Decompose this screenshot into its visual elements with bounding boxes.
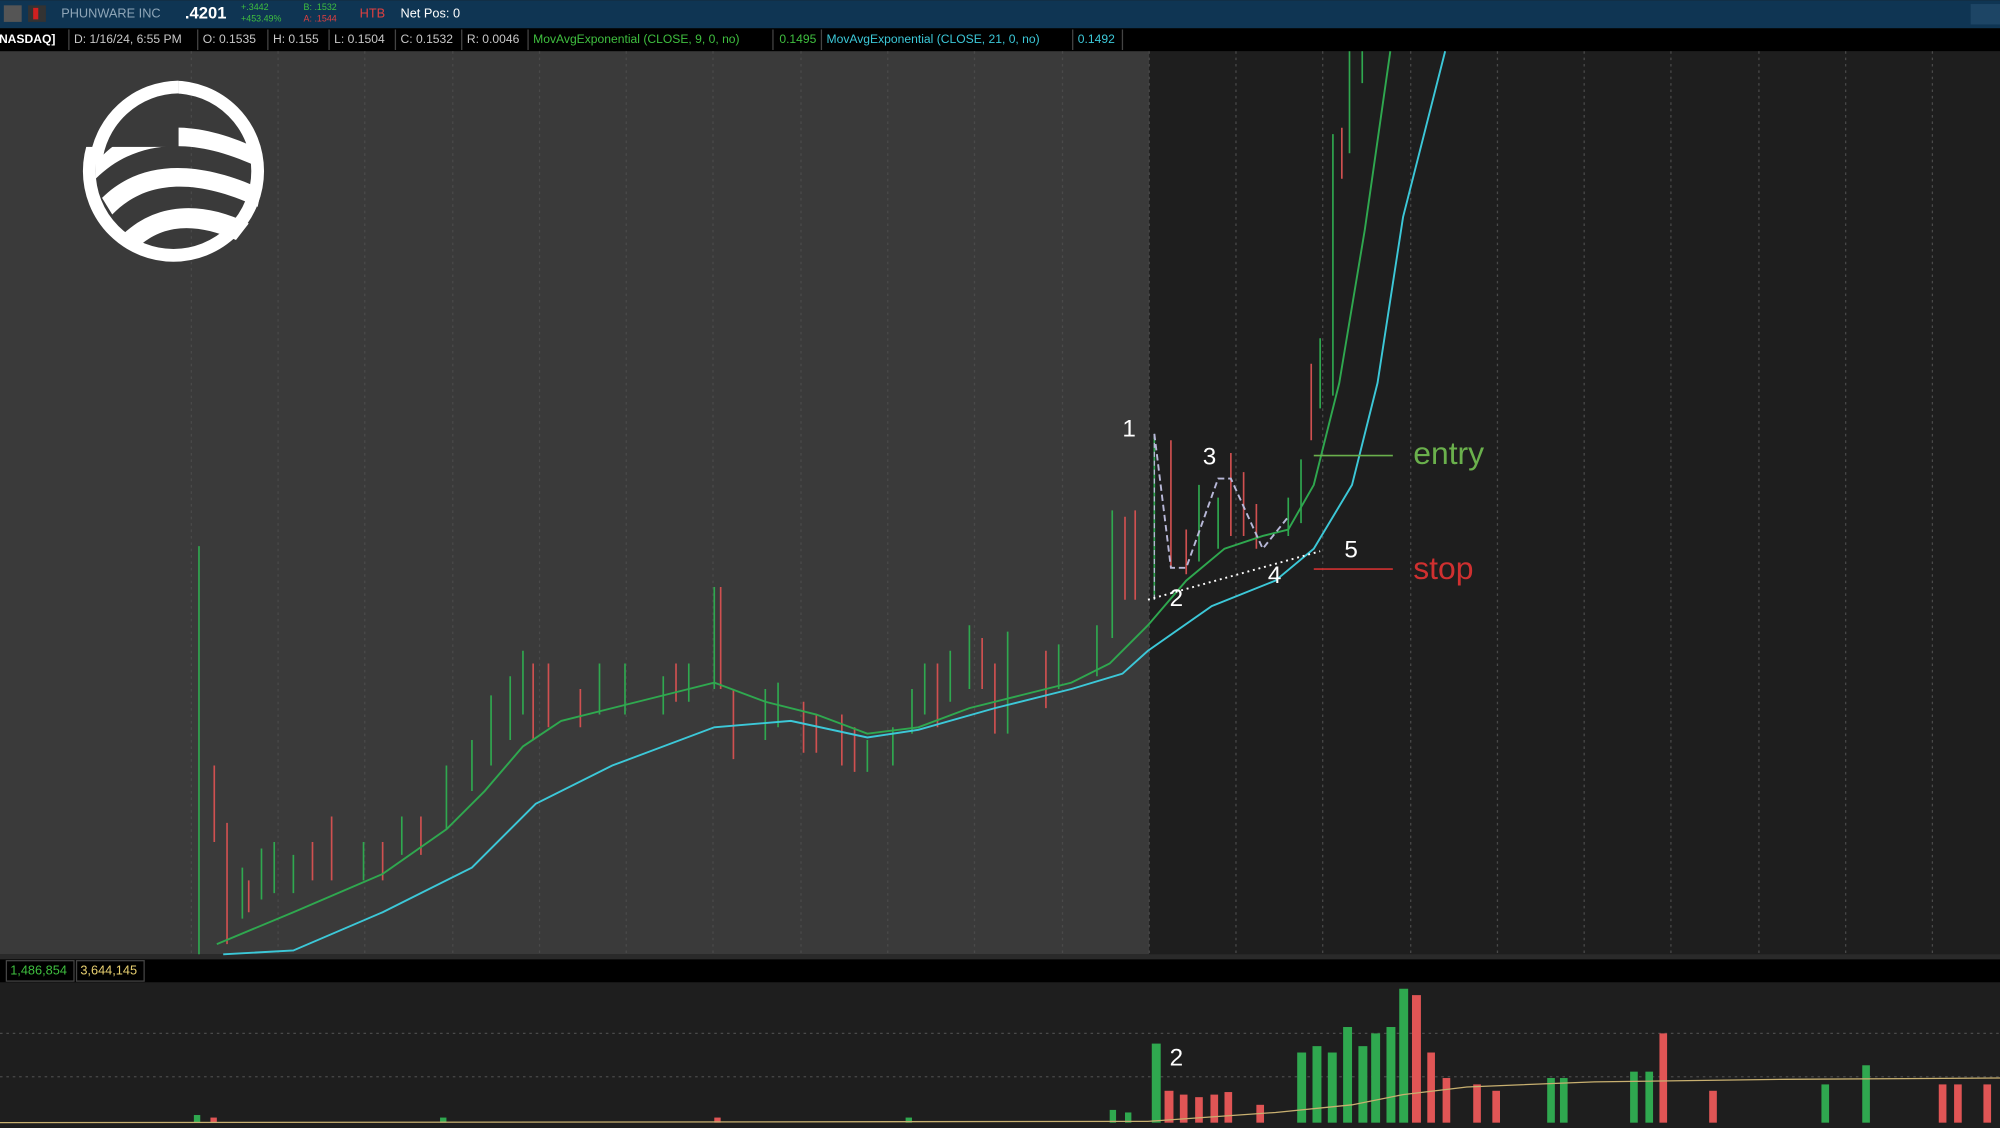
logo — [76, 76, 265, 262]
volume-average-line — [0, 1077, 2000, 1124]
volume-value: 1,486,854 — [10, 962, 67, 977]
net-pos: Net Pos: 0 — [401, 6, 461, 21]
annotation-3: 3 — [1203, 444, 1216, 471]
low: L: 0.1504 — [334, 32, 385, 46]
volume-down-bars — [210, 995, 1992, 1123]
date: D: 1/16/24, 6:55 PM — [74, 32, 182, 46]
volume-annotation: 2 — [1170, 1044, 1183, 1071]
ema21-value: 0.1492 — [1078, 32, 1115, 46]
ema21-line — [223, 51, 1447, 956]
bid: B: .1532 — [304, 2, 337, 12]
change: +.3442 — [241, 2, 269, 12]
link-indicator — [33, 7, 39, 20]
range: R: 0.0046 — [467, 32, 520, 46]
annotation-4: 4 — [1268, 562, 1281, 589]
htb: HTB — [360, 6, 386, 21]
volume-up-bars — [193, 988, 1870, 1123]
down-candles — [213, 127, 1343, 945]
volume-pane — [0, 982, 2000, 1128]
high: H: 0.155 — [273, 32, 319, 46]
annotation-1: 1 — [1122, 415, 1135, 442]
change-pct: +453.49% — [241, 14, 281, 24]
share-button[interactable] — [1970, 4, 2000, 25]
divider — [0, 954, 2000, 960]
trend-line — [1147, 550, 1321, 601]
ema9-label: MovAvgExponential (CLOSE, 9, 0, no) — [533, 32, 739, 46]
volume-avg-box — [75, 960, 145, 982]
entry-label: entry — [1413, 435, 1484, 471]
study-bar — [0, 28, 2000, 52]
symbol-name: PHUNWARE INC — [61, 6, 160, 21]
last-price: .4201 — [185, 4, 227, 23]
volume-avg-value: 3,644,145 — [80, 962, 137, 977]
menu-button[interactable] — [3, 5, 22, 22]
pattern-line — [1153, 433, 1290, 569]
ema9-value: 0.1495 — [779, 32, 816, 46]
header-bar — [0, 0, 2000, 29]
ema21-label: MovAvgExponential (CLOSE, 21, 0, no) — [827, 32, 1040, 46]
volume-bar-header — [0, 959, 2000, 983]
chart-area — [1149, 51, 2000, 955]
ask: A: .1544 — [304, 14, 337, 24]
annotation-2: 2 — [1170, 585, 1183, 612]
exchange: [NASDAQ] — [0, 32, 55, 46]
open: O: 0.1535 — [203, 32, 256, 46]
ema9-line — [216, 51, 1392, 945]
annotation-5: 5 — [1344, 537, 1357, 564]
stop-label: stop — [1413, 550, 1473, 586]
volume-box — [5, 960, 75, 982]
study-separators — [68, 29, 1124, 50]
close: C: 0.1532 — [401, 32, 454, 46]
